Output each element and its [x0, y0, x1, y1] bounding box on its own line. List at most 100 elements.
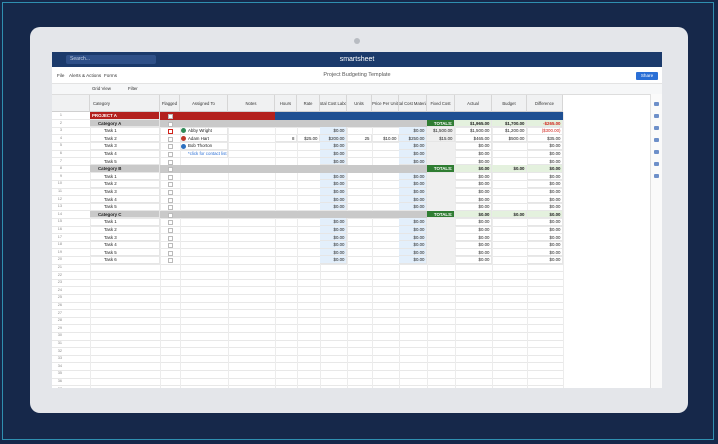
- column-header[interactable]: Units: [347, 95, 372, 112]
- column-header[interactable]: Price Per Unit: [372, 95, 399, 112]
- cell[interactable]: $0.00: [527, 248, 563, 257]
- column-header[interactable]: Rate: [297, 95, 320, 112]
- row-label[interactable]: Category A: [90, 119, 160, 128]
- row-label[interactable]: Task 5: [90, 203, 160, 211]
- row-label[interactable]: Category B: [90, 165, 160, 173]
- row-label[interactable]: Task 1: [90, 127, 160, 135]
- cell[interactable]: $0.00: [527, 180, 563, 188]
- share-button[interactable]: Share: [636, 72, 658, 80]
- column-header[interactable]: Flagged: [160, 95, 180, 112]
- row-label[interactable]: Task 3: [90, 233, 160, 242]
- cell[interactable]: $0.00: [399, 256, 427, 264]
- cell[interactable]: $0.00: [399, 127, 427, 135]
- cell[interactable]: $0.00: [527, 233, 563, 242]
- row-label[interactable]: Task 2: [90, 134, 160, 143]
- cell[interactable]: $0.00: [527, 218, 563, 226]
- cell[interactable]: $1,500.00: [427, 127, 455, 135]
- cell[interactable]: $1,200.00: [492, 127, 527, 135]
- cell[interactable]: $200.00: [320, 134, 347, 143]
- cell[interactable]: $0.00: [399, 203, 427, 211]
- cell[interactable]: $0.00: [527, 157, 563, 166]
- row-label[interactable]: Task 6: [90, 256, 160, 264]
- cell[interactable]: $0.00: [320, 241, 347, 249]
- row-label[interactable]: PROJECT A: [90, 112, 160, 120]
- cell[interactable]: 8: [275, 134, 297, 143]
- cell[interactable]: $0.00: [527, 256, 563, 264]
- cell[interactable]: $10.00: [372, 134, 399, 143]
- cell[interactable]: $0.00: [320, 218, 347, 226]
- row-label[interactable]: Task 1: [90, 218, 160, 226]
- cell[interactable]: $250.00: [399, 134, 427, 143]
- cell[interactable]: ($300.00): [527, 127, 563, 135]
- cell[interactable]: $0.00: [455, 165, 492, 173]
- column-header[interactable]: Hours: [275, 95, 297, 112]
- column-header[interactable]: Notes: [228, 95, 275, 112]
- column-header[interactable]: Actual: [455, 95, 492, 112]
- column-header[interactable]: Budget: [492, 95, 527, 112]
- cell[interactable]: $0.00: [455, 256, 492, 264]
- cell[interactable]: $0.00: [455, 203, 492, 211]
- cell[interactable]: Abby Wright: [180, 127, 228, 135]
- menu-item[interactable]: File: [57, 73, 65, 78]
- cell[interactable]: TOTALS:: [427, 119, 455, 128]
- cell[interactable]: $0.00: [527, 188, 563, 196]
- cell[interactable]: $0.00: [527, 150, 563, 158]
- cell[interactable]: $0.00: [320, 150, 347, 158]
- cell[interactable]: $0.00: [527, 203, 563, 211]
- cell[interactable]: $0.00: [527, 226, 563, 234]
- column-header[interactable]: Category: [90, 95, 160, 112]
- cell[interactable]: -$265.00: [527, 119, 563, 128]
- cell[interactable]: $15.00: [427, 134, 455, 143]
- cell[interactable]: $0.00: [455, 195, 492, 204]
- row-label[interactable]: Task 2: [90, 226, 160, 234]
- sidebar-icon[interactable]: [654, 114, 659, 118]
- cell[interactable]: $0.00: [320, 256, 347, 264]
- cell[interactable]: $1,965.00: [455, 119, 492, 128]
- cell[interactable]: $0.00: [399, 233, 427, 242]
- cell[interactable]: $0.00: [399, 142, 427, 150]
- column-header[interactable]: Fixed Cost: [427, 95, 455, 112]
- sidebar-icon[interactable]: [654, 150, 659, 154]
- cell[interactable]: Bob Thorton: [180, 142, 228, 150]
- cell[interactable]: $0.00: [399, 226, 427, 234]
- cell[interactable]: $465.00: [455, 134, 492, 143]
- cell[interactable]: $0.00: [399, 150, 427, 158]
- cell[interactable]: $1,500.00: [455, 127, 492, 135]
- filter-button[interactable]: Filter: [128, 86, 138, 91]
- row-label[interactable]: Category C: [90, 210, 160, 219]
- row-label[interactable]: Task 5: [90, 157, 160, 166]
- column-header[interactable]: Difference: [527, 95, 563, 112]
- row-label[interactable]: Task 3: [90, 142, 160, 150]
- cell[interactable]: TOTALS:: [427, 165, 455, 173]
- cell[interactable]: $0.00: [320, 127, 347, 135]
- cell[interactable]: $0.00: [455, 218, 492, 226]
- cell[interactable]: $0.00: [455, 142, 492, 150]
- cell[interactable]: Adam Hart: [180, 134, 228, 143]
- cell[interactable]: $0.00: [399, 172, 427, 181]
- cell[interactable]: $0.00: [492, 210, 527, 219]
- sidebar-icon[interactable]: [654, 162, 659, 166]
- sidebar-icon[interactable]: [654, 126, 659, 130]
- cell[interactable]: $0.00: [320, 226, 347, 234]
- cell[interactable]: $0.00: [399, 248, 427, 257]
- column-header[interactable]: Assigned To: [180, 95, 228, 112]
- cell[interactable]: TOTALS:: [427, 210, 455, 219]
- menu-item[interactable]: Alerts & Actions: [69, 73, 102, 78]
- cell[interactable]: $0.00: [455, 188, 492, 196]
- cell[interactable]: 25: [347, 134, 372, 143]
- cell[interactable]: $0.00: [320, 142, 347, 150]
- cell[interactable]: $0.00: [399, 188, 427, 196]
- row-label[interactable]: Task 4: [90, 195, 160, 204]
- column-header[interactable]: Total Cost Materials: [399, 95, 427, 112]
- cell[interactable]: $0.00: [492, 165, 527, 173]
- sidebar-icon[interactable]: [654, 138, 659, 142]
- row-label[interactable]: Task 2: [90, 180, 160, 188]
- cell[interactable]: $0.00: [399, 180, 427, 188]
- cell[interactable]: $0.00: [320, 157, 347, 166]
- cell[interactable]: $25.00: [297, 134, 320, 143]
- cell[interactable]: $0.00: [527, 172, 563, 181]
- cell[interactable]: $35.00: [527, 134, 563, 143]
- cell[interactable]: $0.00: [399, 195, 427, 204]
- cell[interactable]: $500.00: [492, 134, 527, 143]
- cell[interactable]: $0.00: [527, 195, 563, 204]
